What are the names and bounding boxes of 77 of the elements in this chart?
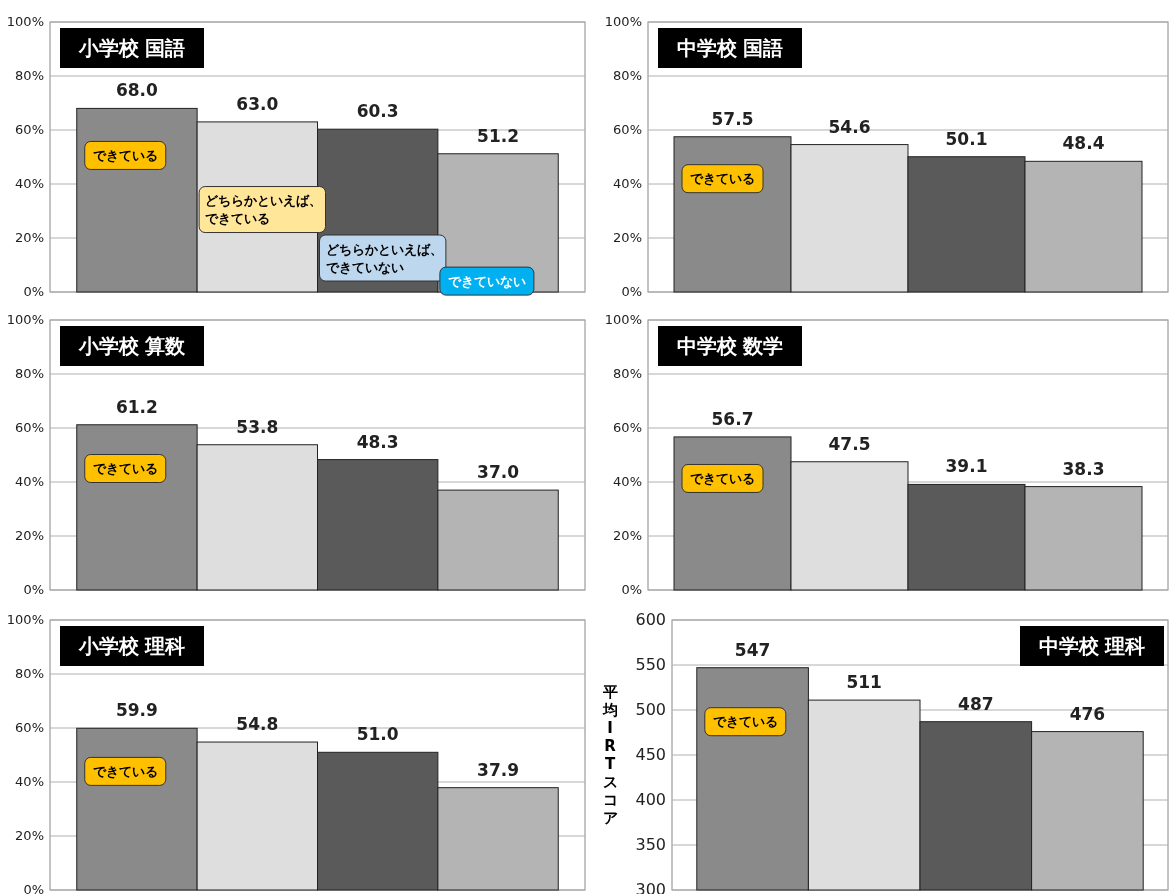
text: 中学校 数学 xyxy=(676,334,784,358)
y-tick-label: 60% xyxy=(15,121,44,137)
text: 中学校 理科 xyxy=(1038,634,1146,658)
y-tick-label: 100% xyxy=(604,311,642,327)
y-tick-label: 100% xyxy=(6,311,44,327)
y-tick-label: 300 xyxy=(635,879,666,894)
y-axis-title: 平均IRTスコア xyxy=(601,683,618,827)
data-label: 68.0 xyxy=(115,80,159,101)
data-label: 63.0 xyxy=(236,93,279,114)
data-label: 547 xyxy=(734,639,771,660)
x-tick-label: できている xyxy=(690,470,755,486)
data-label: 37.0 xyxy=(477,462,520,483)
y-tick-label: 0% xyxy=(23,581,44,597)
y-tick-label: 80% xyxy=(15,365,44,381)
x-tick-label: どちらかといえば、できている xyxy=(205,193,323,227)
data-label: 48.4 xyxy=(1062,133,1105,154)
x-tick-label: できている xyxy=(92,763,158,779)
data-label: 48.3 xyxy=(356,431,399,452)
data-label: 59.9 xyxy=(115,700,158,721)
x-tick-label: できていない xyxy=(447,273,526,289)
data-label: 56.7 xyxy=(711,408,754,429)
data-label: 39.1 xyxy=(945,456,988,477)
data-label: 38.3 xyxy=(1062,458,1105,479)
data-label: 51.2 xyxy=(477,125,520,146)
x-tick-label: できている xyxy=(712,714,778,730)
x-tick-label: できている xyxy=(92,461,158,476)
y-tick-label: 0% xyxy=(23,881,44,894)
y-tick-label: 100% xyxy=(6,13,44,29)
data-label: 47.5 xyxy=(828,433,871,454)
y-tick-label: 400 xyxy=(635,789,666,809)
y-tick-label: 80% xyxy=(15,665,44,681)
data-label: 476 xyxy=(1069,703,1106,724)
y-tick-label: 40% xyxy=(613,473,642,489)
y-tick-label: 60% xyxy=(613,121,642,137)
data-label: 57.5 xyxy=(711,108,754,129)
y-tick-label: 500 xyxy=(635,699,666,719)
y-tick-label: 20% xyxy=(613,229,642,245)
y-tick-label: 40% xyxy=(15,773,44,789)
y-tick-label: 450 xyxy=(635,744,666,764)
text: 小学校 国語 xyxy=(77,36,186,60)
y-tick-label: 100% xyxy=(6,611,44,627)
data-label: 61.2 xyxy=(115,396,158,417)
y-tick-label: 20% xyxy=(613,527,642,543)
y-tick-label: 20% xyxy=(15,527,44,543)
x-tick-label: できている xyxy=(690,171,755,187)
y-tick-label: 350 xyxy=(635,834,666,854)
y-tick-label: 600 xyxy=(635,609,666,629)
data-label: 54.6 xyxy=(828,116,871,137)
data-label: 54.8 xyxy=(236,714,279,735)
y-tick-label: 80% xyxy=(15,67,44,83)
y-tick-label: 0% xyxy=(23,283,44,299)
y-tick-label: 80% xyxy=(613,365,642,381)
x-tick-label: どちらかといえば、できていない xyxy=(325,241,443,275)
y-tick-label: 60% xyxy=(15,719,44,735)
y-tick-label: 550 xyxy=(635,654,666,674)
y-tick-label: 20% xyxy=(15,229,44,245)
data-label: 511 xyxy=(846,672,882,693)
data-label: 487 xyxy=(958,693,994,714)
y-tick-label: 40% xyxy=(15,473,44,489)
text: 中学校 国語 xyxy=(676,36,784,60)
data-label: 37.9 xyxy=(477,759,520,780)
y-tick-label: 40% xyxy=(613,175,642,191)
data-label: 51.0 xyxy=(356,724,399,745)
x-tick-label: できている xyxy=(92,147,158,163)
text: 小学校 算数 xyxy=(77,334,187,358)
y-tick-label: 60% xyxy=(613,419,642,435)
y-tick-label: 40% xyxy=(15,175,44,191)
y-tick-label: 0% xyxy=(621,283,642,299)
data-label: 50.1 xyxy=(945,128,988,149)
y-tick-label: 100% xyxy=(604,13,642,29)
data-label: 60.3 xyxy=(356,101,399,122)
text: 小学校 理科 xyxy=(77,634,186,658)
y-tick-label: 0% xyxy=(621,581,642,597)
data-label: 53.8 xyxy=(236,416,279,437)
y-tick-label: 20% xyxy=(15,827,44,843)
y-tick-label: 80% xyxy=(613,67,642,83)
y-tick-label: 60% xyxy=(15,419,44,435)
